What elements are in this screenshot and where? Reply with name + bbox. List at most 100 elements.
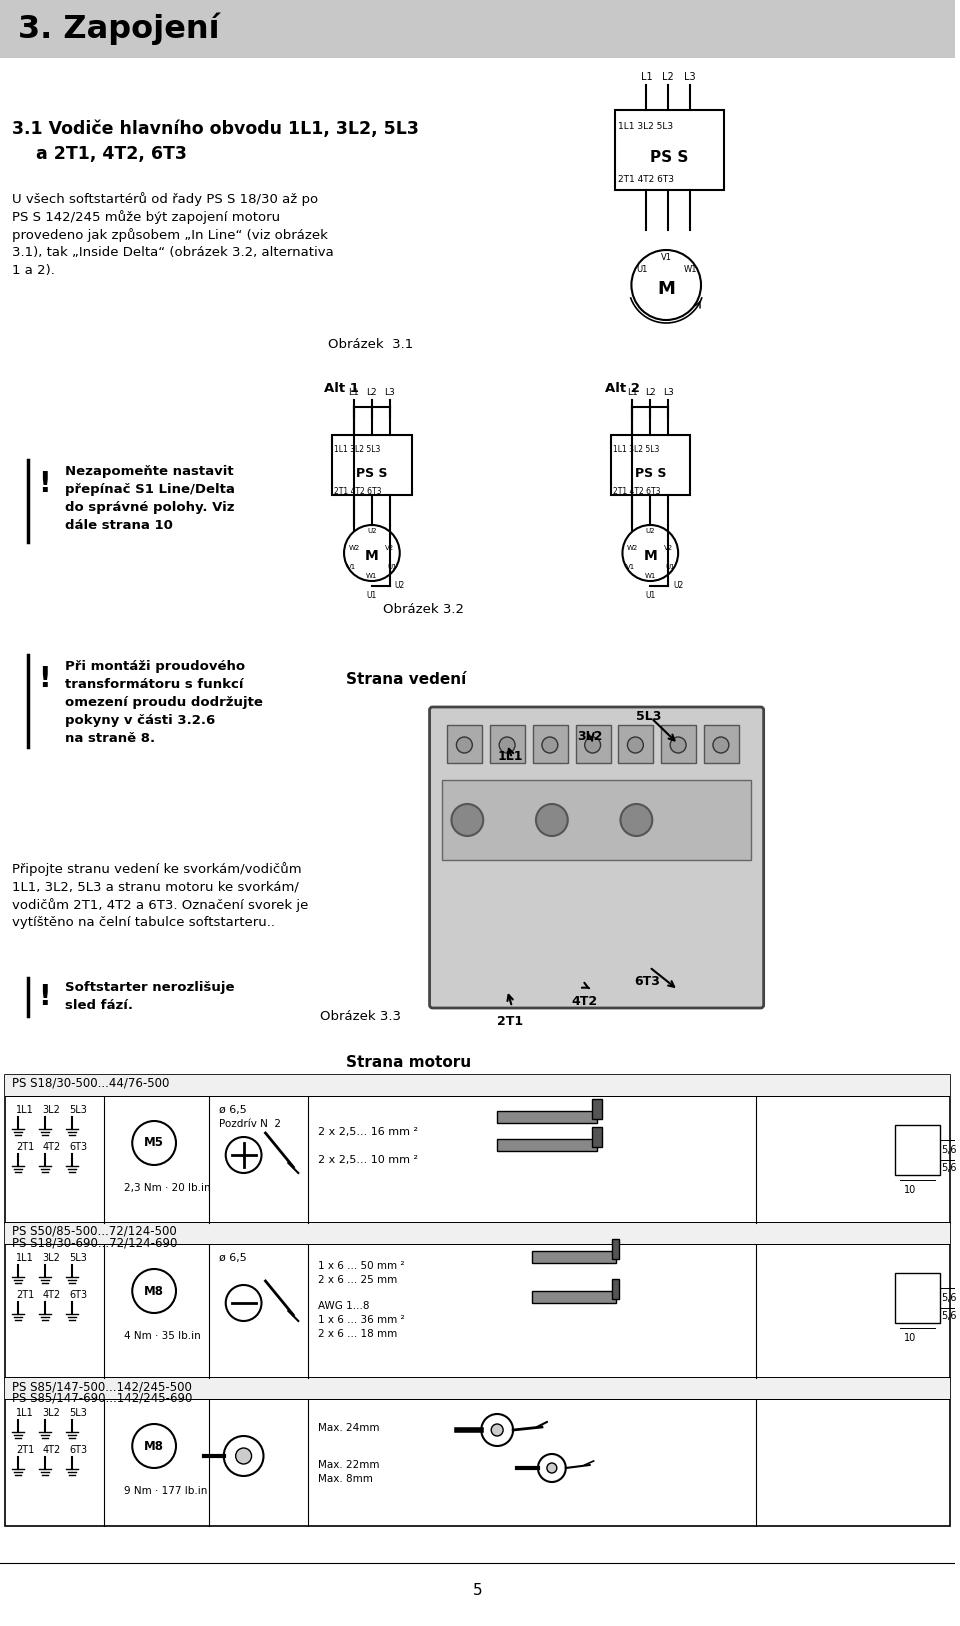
Text: 1L1 3L2 5L3: 1L1 3L2 5L3: [612, 446, 659, 454]
Text: omezení proudu dodržujte: omezení proudu dodržujte: [64, 696, 262, 709]
Text: V1: V1: [348, 564, 356, 571]
Text: W1: W1: [684, 265, 697, 275]
Circle shape: [620, 803, 652, 836]
Text: Nezapomeňte nastavit: Nezapomeňte nastavit: [64, 465, 233, 478]
Bar: [5, 1075, 949, 1098]
Bar: [661, 725, 696, 763]
Bar: [447, 725, 482, 763]
Bar: [618, 725, 654, 763]
Circle shape: [622, 525, 678, 580]
Text: L3: L3: [662, 389, 674, 397]
Text: PS S18/30-690...72/124-690: PS S18/30-690...72/124-690: [12, 1236, 178, 1249]
Circle shape: [132, 1120, 176, 1164]
Text: U2: U2: [395, 580, 405, 590]
Circle shape: [713, 737, 729, 753]
Text: Max. 8mm: Max. 8mm: [318, 1475, 373, 1485]
Text: 1 x 6 ... 36 mm ²: 1 x 6 ... 36 mm ²: [318, 1315, 405, 1325]
Bar: [497, 1111, 596, 1124]
Bar: [895, 1273, 940, 1324]
Text: 2T1: 2T1: [16, 1446, 35, 1455]
Text: 5,6: 5,6: [942, 1163, 957, 1172]
Circle shape: [132, 1424, 176, 1468]
Text: 2T1: 2T1: [16, 1289, 35, 1301]
Text: ø 6,5: ø 6,5: [219, 1254, 247, 1263]
Text: 1L1: 1L1: [16, 1408, 34, 1418]
Text: provedeno jak způsobem „In Line“ (viz obrázek: provedeno jak způsobem „In Line“ (viz ob…: [12, 228, 327, 242]
Text: PS S50/85-500...72/124-500: PS S50/85-500...72/124-500: [12, 1224, 177, 1237]
Text: 5: 5: [472, 1582, 482, 1597]
Text: vodičům 2T1, 4T2 a 6T3. Označení svorek je: vodičům 2T1, 4T2 a 6T3. Označení svorek …: [12, 898, 308, 912]
Circle shape: [536, 803, 567, 836]
Text: U1: U1: [367, 590, 377, 600]
Circle shape: [628, 737, 643, 753]
Text: V2: V2: [385, 545, 395, 551]
Text: 6T3: 6T3: [635, 976, 660, 989]
Text: PS S: PS S: [635, 467, 666, 480]
Text: Připojte stranu vedení ke svorkám/vodičům: Připojte stranu vedení ke svorkám/vodičů…: [12, 862, 301, 876]
Text: 2 x 2,5... 16 mm ²: 2 x 2,5... 16 mm ²: [318, 1127, 419, 1137]
Circle shape: [538, 1454, 565, 1481]
Text: V2: V2: [663, 545, 673, 551]
Text: M8: M8: [144, 1285, 164, 1298]
Text: Obrázek 3.2: Obrázek 3.2: [383, 603, 464, 616]
Text: U1: U1: [665, 564, 675, 571]
Text: U1: U1: [387, 564, 396, 571]
Text: V1: V1: [660, 252, 672, 262]
Text: přepínač S1 Line/Delta: přepínač S1 Line/Delta: [64, 483, 234, 496]
Bar: [614, 111, 724, 190]
Text: W1: W1: [644, 572, 656, 579]
Text: 3L2: 3L2: [577, 730, 602, 743]
Text: Strana vedení: Strana vedení: [346, 672, 467, 688]
Text: M5: M5: [144, 1137, 164, 1150]
Text: 9 Nm · 177 lb.in: 9 Nm · 177 lb.in: [124, 1486, 207, 1496]
Bar: [5, 1223, 949, 1246]
FancyBboxPatch shape: [429, 707, 763, 1008]
Circle shape: [481, 1415, 513, 1446]
Text: !: !: [37, 470, 51, 498]
Text: 2T1 4T2 6T3: 2T1 4T2 6T3: [612, 488, 660, 496]
Text: Max. 24mm: Max. 24mm: [318, 1423, 380, 1433]
Circle shape: [492, 1424, 503, 1436]
Text: L1: L1: [348, 389, 359, 397]
Text: L2: L2: [662, 72, 674, 81]
Text: vytíštěno na čelní tabulce softstarteru..: vytíštěno na čelní tabulce softstarteru.…: [12, 915, 275, 928]
Bar: [895, 1125, 940, 1176]
Circle shape: [226, 1285, 261, 1320]
Text: 4 Nm · 35 lb.in: 4 Nm · 35 lb.in: [124, 1332, 201, 1341]
Bar: [5, 1223, 949, 1377]
Bar: [491, 725, 525, 763]
Text: 1L1 3L2 5L3: 1L1 3L2 5L3: [334, 446, 380, 454]
Text: Softstarter nerozlišuje: Softstarter nerozlišuje: [64, 980, 234, 993]
Circle shape: [132, 1268, 176, 1314]
Text: Alt 2: Alt 2: [605, 382, 639, 395]
Text: 2 x 6 ... 25 mm: 2 x 6 ... 25 mm: [318, 1275, 397, 1285]
Text: 4T2: 4T2: [43, 1289, 61, 1301]
Bar: [591, 1127, 602, 1146]
Bar: [704, 725, 739, 763]
Text: 2T1: 2T1: [16, 1141, 35, 1151]
Bar: [612, 1239, 619, 1259]
Text: 3L2: 3L2: [43, 1254, 60, 1263]
Text: 1L1, 3L2, 5L3 a stranu motoru ke svorkám/: 1L1, 3L2, 5L3 a stranu motoru ke svorkám…: [12, 880, 299, 893]
Circle shape: [542, 737, 558, 753]
Bar: [532, 1250, 616, 1263]
Bar: [497, 1138, 596, 1151]
Bar: [5, 1377, 949, 1525]
Text: 2 x 6 ... 18 mm: 2 x 6 ... 18 mm: [318, 1328, 397, 1338]
Text: 5,6: 5,6: [942, 1311, 957, 1320]
Text: sled fází.: sled fází.: [64, 998, 132, 1011]
Circle shape: [670, 737, 686, 753]
Text: W1: W1: [366, 572, 377, 579]
Text: 3L2: 3L2: [43, 1106, 60, 1115]
Text: 1L1: 1L1: [497, 750, 522, 763]
Text: L1: L1: [627, 389, 637, 397]
Text: transformátoru s funkcí: transformátoru s funkcí: [64, 678, 243, 691]
Text: M: M: [658, 280, 675, 298]
Text: 2,3 Nm · 20 lb.in: 2,3 Nm · 20 lb.in: [124, 1184, 211, 1193]
Text: 4T2: 4T2: [43, 1446, 61, 1455]
Text: 5L3: 5L3: [70, 1408, 87, 1418]
Bar: [612, 1280, 619, 1299]
Circle shape: [632, 250, 701, 320]
Text: 2T1 4T2 6T3: 2T1 4T2 6T3: [618, 176, 675, 184]
Circle shape: [344, 525, 399, 580]
